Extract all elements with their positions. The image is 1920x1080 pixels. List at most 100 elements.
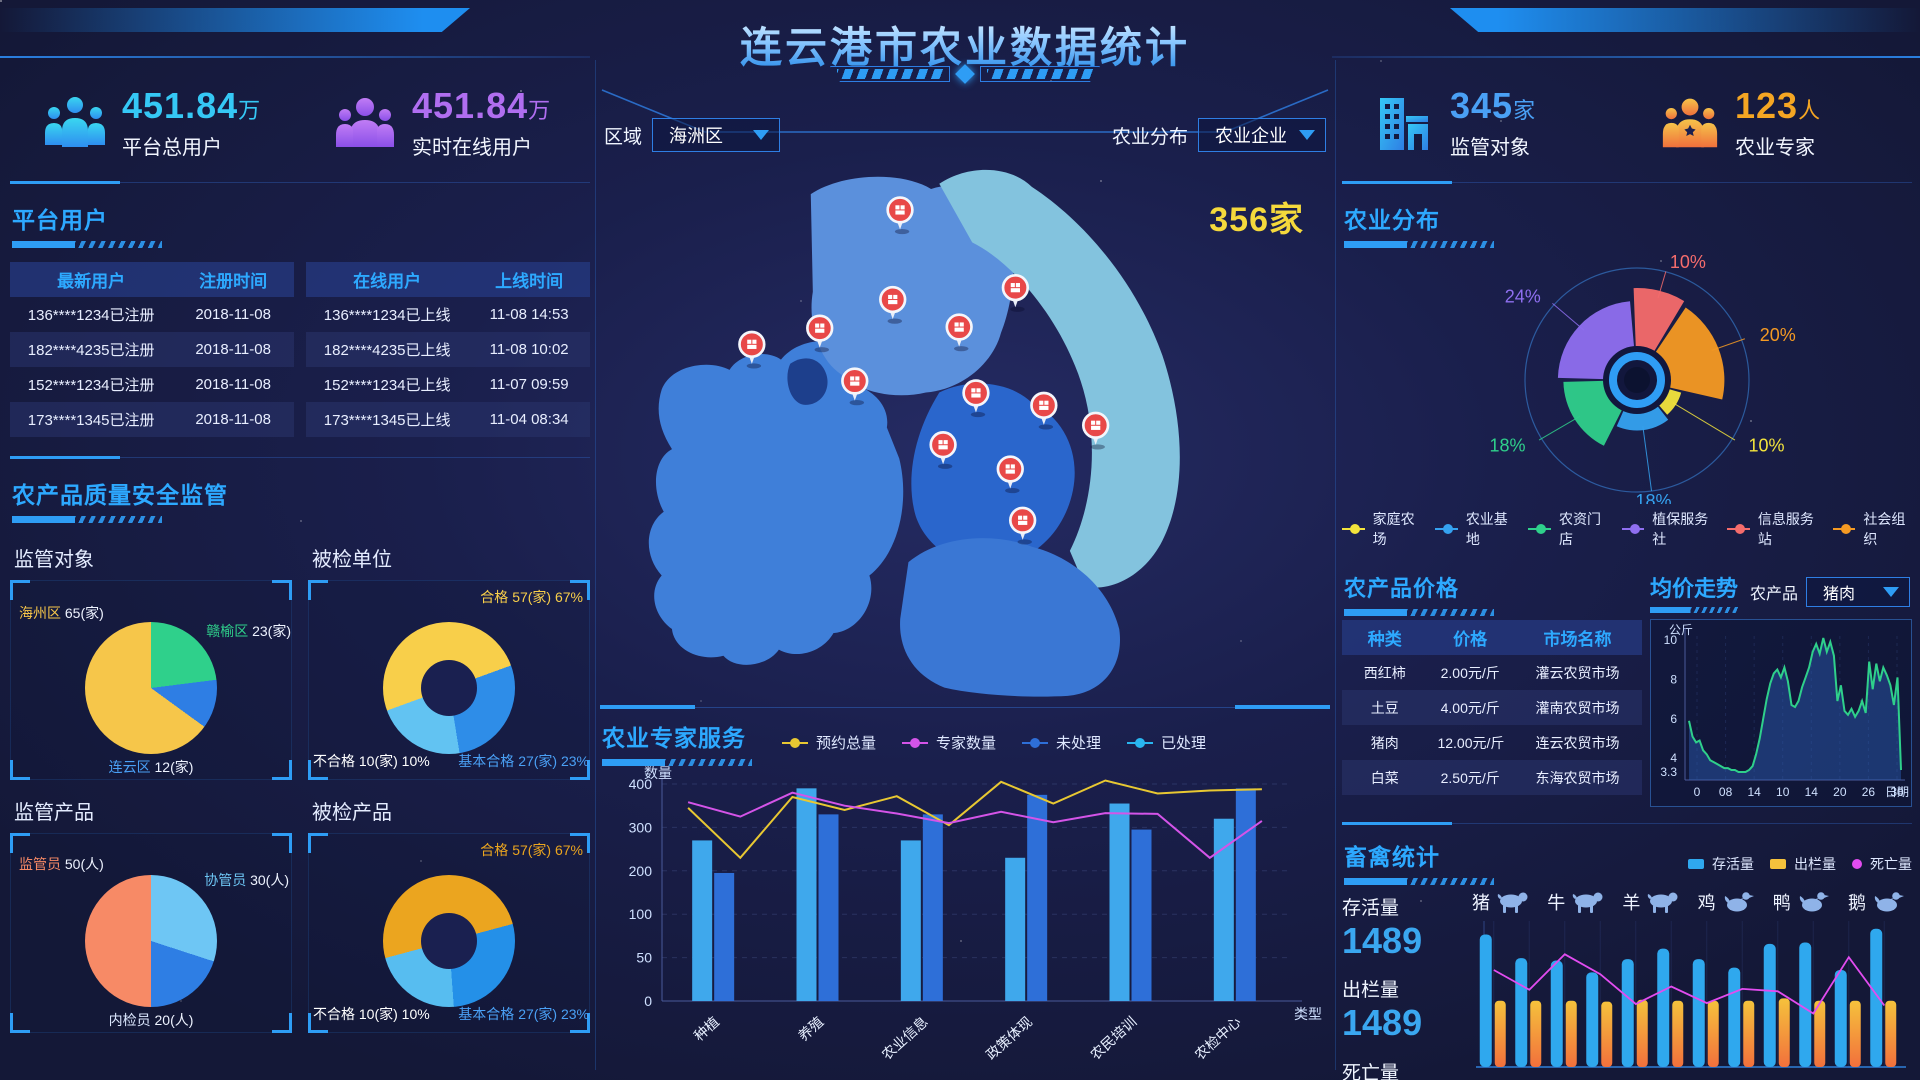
legend-item[interactable]: 家庭农场 bbox=[1342, 509, 1421, 549]
inspected-units-pie[interactable] bbox=[383, 621, 515, 754]
legend-item[interactable]: 死亡量 bbox=[1852, 854, 1912, 874]
map-pin[interactable] bbox=[1030, 391, 1058, 430]
stat-label: 死亡量 bbox=[1342, 1062, 1400, 1080]
map-pin[interactable] bbox=[1008, 506, 1037, 545]
corner-bracket bbox=[10, 1013, 30, 1033]
legend-item[interactable]: 农资门店 bbox=[1528, 509, 1607, 549]
bar-out-06[interactable] bbox=[1672, 1000, 1684, 1067]
animal-item-鸡[interactable]: 鸡 bbox=[1698, 889, 1756, 915]
distribution-rose-chart[interactable]: 24% 10% 20% 10% 18% 18% bbox=[1342, 252, 1902, 511]
left-panel: 451.84万 平台总用户 451.84万 实时在线用户 bbox=[10, 60, 590, 1033]
supervise-products-pie[interactable] bbox=[85, 874, 217, 1007]
bar-alive-09[interactable] bbox=[1763, 943, 1776, 1067]
bar-out-12[interactable] bbox=[1885, 1000, 1897, 1067]
animal-item-鸭[interactable]: 鸭 bbox=[1773, 889, 1831, 915]
bar-alive-11[interactable] bbox=[1834, 969, 1847, 1067]
map-pin[interactable] bbox=[945, 313, 973, 352]
y-tick: 400 bbox=[629, 776, 653, 792]
bar-alive-08[interactable] bbox=[1728, 967, 1741, 1067]
bar-alive-05[interactable] bbox=[1621, 959, 1634, 1067]
bar-pending-农民培训[interactable] bbox=[1131, 829, 1152, 1001]
bar-out-07[interactable] bbox=[1707, 1000, 1719, 1067]
legend-item[interactable]: 存活量 bbox=[1688, 854, 1754, 874]
bar-out-02[interactable] bbox=[1530, 1000, 1542, 1067]
map-pin[interactable] bbox=[806, 314, 834, 353]
legend-label: 未处理 bbox=[1056, 735, 1102, 752]
bar-alive-12[interactable] bbox=[1870, 928, 1883, 1067]
bar-alive-10[interactable] bbox=[1799, 942, 1812, 1067]
bar-out-10[interactable] bbox=[1814, 1000, 1826, 1067]
y-tick: 10 bbox=[1664, 633, 1678, 647]
bar-alive-04[interactable] bbox=[1586, 972, 1599, 1067]
legend-item[interactable]: 农业基地 bbox=[1435, 509, 1514, 549]
animal-item-猪[interactable]: 猪 bbox=[1472, 889, 1530, 915]
center-column: 区域 海洲区 农业分布 农业企业 356家 bbox=[600, 100, 1330, 1071]
bar-done-政策体现[interactable] bbox=[1005, 857, 1026, 1001]
legend-item[interactable]: 信息服务站 bbox=[1727, 509, 1819, 549]
product-select[interactable]: 猪肉 bbox=[1806, 577, 1911, 607]
chart-card-inspected-units: 合格 57(家) 67% 不合格 10(家) 10% 基本合格 27(家) 23% bbox=[308, 580, 590, 780]
map-pin[interactable] bbox=[879, 285, 907, 324]
bar-out-08[interactable] bbox=[1743, 1000, 1755, 1067]
livestock-chart[interactable]: 01 02 03 04 05 06 07 08 09 10 11 12 bbox=[1470, 915, 1910, 1080]
section-title-distribution: 农业分布 bbox=[1344, 201, 1912, 248]
bar-done-农业信息[interactable] bbox=[900, 840, 921, 1001]
legend-item[interactable]: 专家数量 bbox=[902, 732, 996, 753]
map-pin[interactable] bbox=[841, 367, 869, 406]
table-cell: 152****1234已注册 bbox=[27, 377, 155, 394]
bar-alive-01[interactable] bbox=[1479, 934, 1492, 1067]
map-pin[interactable] bbox=[738, 330, 766, 369]
bar-pending-政策体现[interactable] bbox=[1027, 794, 1048, 1001]
legend-item[interactable]: 已处理 bbox=[1127, 732, 1206, 753]
livestock-stat-存活量: 存活量 1489 bbox=[1342, 893, 1470, 961]
y-tick: 300 bbox=[629, 819, 653, 835]
distribution-select[interactable]: 农业企业 bbox=[1198, 118, 1326, 152]
bar-alive-02[interactable] bbox=[1515, 958, 1528, 1067]
bar-pending-种植[interactable] bbox=[714, 872, 735, 1001]
bar-pending-农业信息[interactable] bbox=[922, 814, 943, 1001]
bar-done-农民培训[interactable] bbox=[1109, 803, 1130, 1001]
inspected-products-pie[interactable] bbox=[383, 874, 515, 1007]
legend-item[interactable]: 出栏量 bbox=[1770, 854, 1836, 874]
supervise-objects-pie[interactable] bbox=[85, 621, 217, 754]
legend-item[interactable]: 未处理 bbox=[1022, 732, 1101, 753]
bar-done-养殖[interactable] bbox=[796, 788, 817, 1001]
bar-out-04[interactable] bbox=[1601, 1001, 1613, 1067]
map-pin[interactable] bbox=[996, 455, 1024, 494]
animal-item-羊[interactable]: 羊 bbox=[1622, 889, 1680, 915]
stat-value: 345家 bbox=[1450, 84, 1537, 126]
bar-out-09[interactable] bbox=[1778, 998, 1790, 1067]
bar-pending-养殖[interactable] bbox=[818, 814, 839, 1001]
bar-alive-07[interactable] bbox=[1692, 959, 1705, 1067]
map-pin[interactable] bbox=[1001, 273, 1030, 312]
legend-line-marker bbox=[1727, 524, 1750, 534]
table-cell: 2.00元/斤 bbox=[1440, 664, 1500, 681]
bar-done-农检中心[interactable] bbox=[1213, 818, 1234, 1001]
legend-item[interactable]: 预约总量 bbox=[782, 732, 876, 753]
table-cell: 182****4235已注册 bbox=[27, 342, 155, 359]
bar-done-种植[interactable] bbox=[692, 840, 713, 1001]
legend-item[interactable]: 社会组织 bbox=[1832, 509, 1912, 549]
bar-out-01[interactable] bbox=[1494, 1000, 1506, 1067]
animal-item-牛[interactable]: 牛 bbox=[1547, 889, 1605, 915]
bar-out-03[interactable] bbox=[1565, 1000, 1577, 1067]
map-pin[interactable] bbox=[962, 379, 990, 418]
pie-slice-label: 连云区 12(家) bbox=[108, 759, 194, 775]
bar-out-11[interactable] bbox=[1849, 1000, 1861, 1067]
bar-alive-06[interactable] bbox=[1657, 948, 1670, 1067]
animal-item-鹅[interactable]: 鹅 bbox=[1848, 889, 1906, 915]
divider bbox=[1332, 56, 1920, 58]
map-pin[interactable] bbox=[886, 196, 914, 235]
region-select[interactable]: 海洲区 bbox=[652, 118, 781, 152]
region-map[interactable] bbox=[600, 158, 1330, 698]
bar-pending-农检中心[interactable] bbox=[1235, 788, 1256, 1001]
map-pin[interactable] bbox=[929, 431, 957, 469]
table-header: 种类 价格 市场名称 bbox=[1342, 620, 1642, 655]
bar-out-05[interactable] bbox=[1636, 999, 1648, 1067]
bar-alive-03[interactable] bbox=[1550, 960, 1563, 1068]
chart-title: 被检产品 bbox=[312, 802, 392, 824]
legend-item[interactable]: 植保服务社 bbox=[1621, 509, 1714, 549]
map-pin[interactable] bbox=[1081, 411, 1110, 450]
